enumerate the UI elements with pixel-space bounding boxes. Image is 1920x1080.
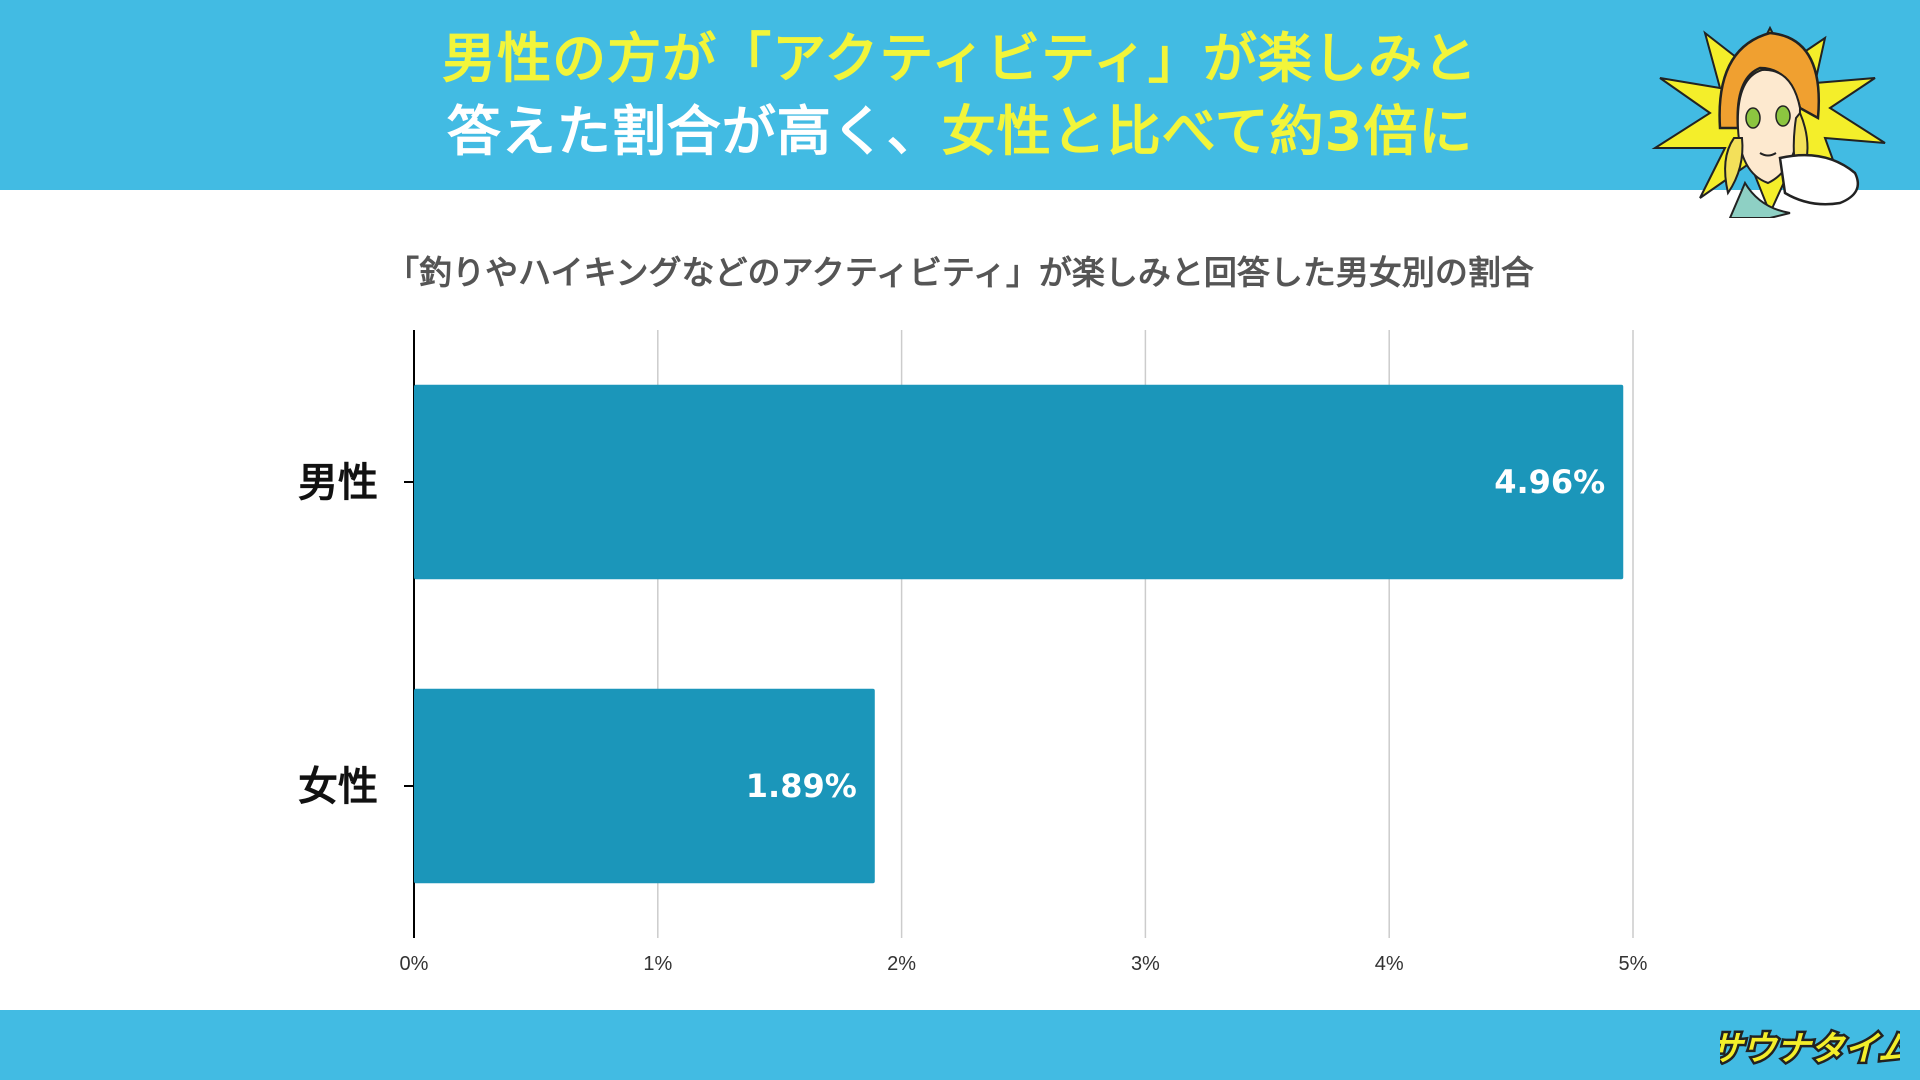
headline-line-2-segment-0: 答えた割合が高く、 [446,100,942,163]
data-label: 1.89% [746,767,857,805]
hair-left-shape [1724,137,1744,196]
collar-shape [1728,180,1791,218]
x-tick-label: 4% [1375,953,1404,975]
right-eye-shape [1775,105,1791,127]
bar [414,384,1624,580]
hat-shape [1718,31,1820,130]
headline-line-2-segment-1: 女性と比べて約3倍に [941,100,1474,163]
mouth-shape [1759,152,1777,157]
brand-logo: サウナタイム [1720,1027,1900,1072]
chart-title: 「釣りやハイキングなどのアクティビティ」が楽しみと回答した男女別の割合 [386,253,1534,292]
x-tick-label: 5% [1619,953,1648,975]
logo-text: サウナタイム [1720,1029,1900,1069]
pointing-hand-shape [1778,153,1860,206]
x-tick-label: 2% [887,953,916,975]
x-tick-label: 0% [400,953,429,975]
mascot-character-illustration [1651,25,1886,218]
category-label: 男性 [298,460,378,506]
data-label: 4.96% [1494,463,1605,501]
bar [414,688,875,884]
footer-band [0,1010,1920,1080]
header-banner: 男性の方が「アクティビティ」が楽しみと 答えた割合が高く、女性と比べて約3倍に [0,0,1920,190]
left-eye-shape [1745,107,1761,129]
x-tick-label: 3% [1131,953,1160,975]
headline-line-1: 男性の方が「アクティビティ」が楽しみと [0,24,1920,94]
category-label: 女性 [298,764,378,810]
face-shape [1736,68,1802,185]
headline-line-1-segment-0: 男性の方が「アクティビティ」が楽しみと [442,27,1478,90]
x-tick-label: 1% [643,953,672,975]
headline-line-2: 答えた割合が高く、女性と比べて約3倍に [0,97,1920,167]
